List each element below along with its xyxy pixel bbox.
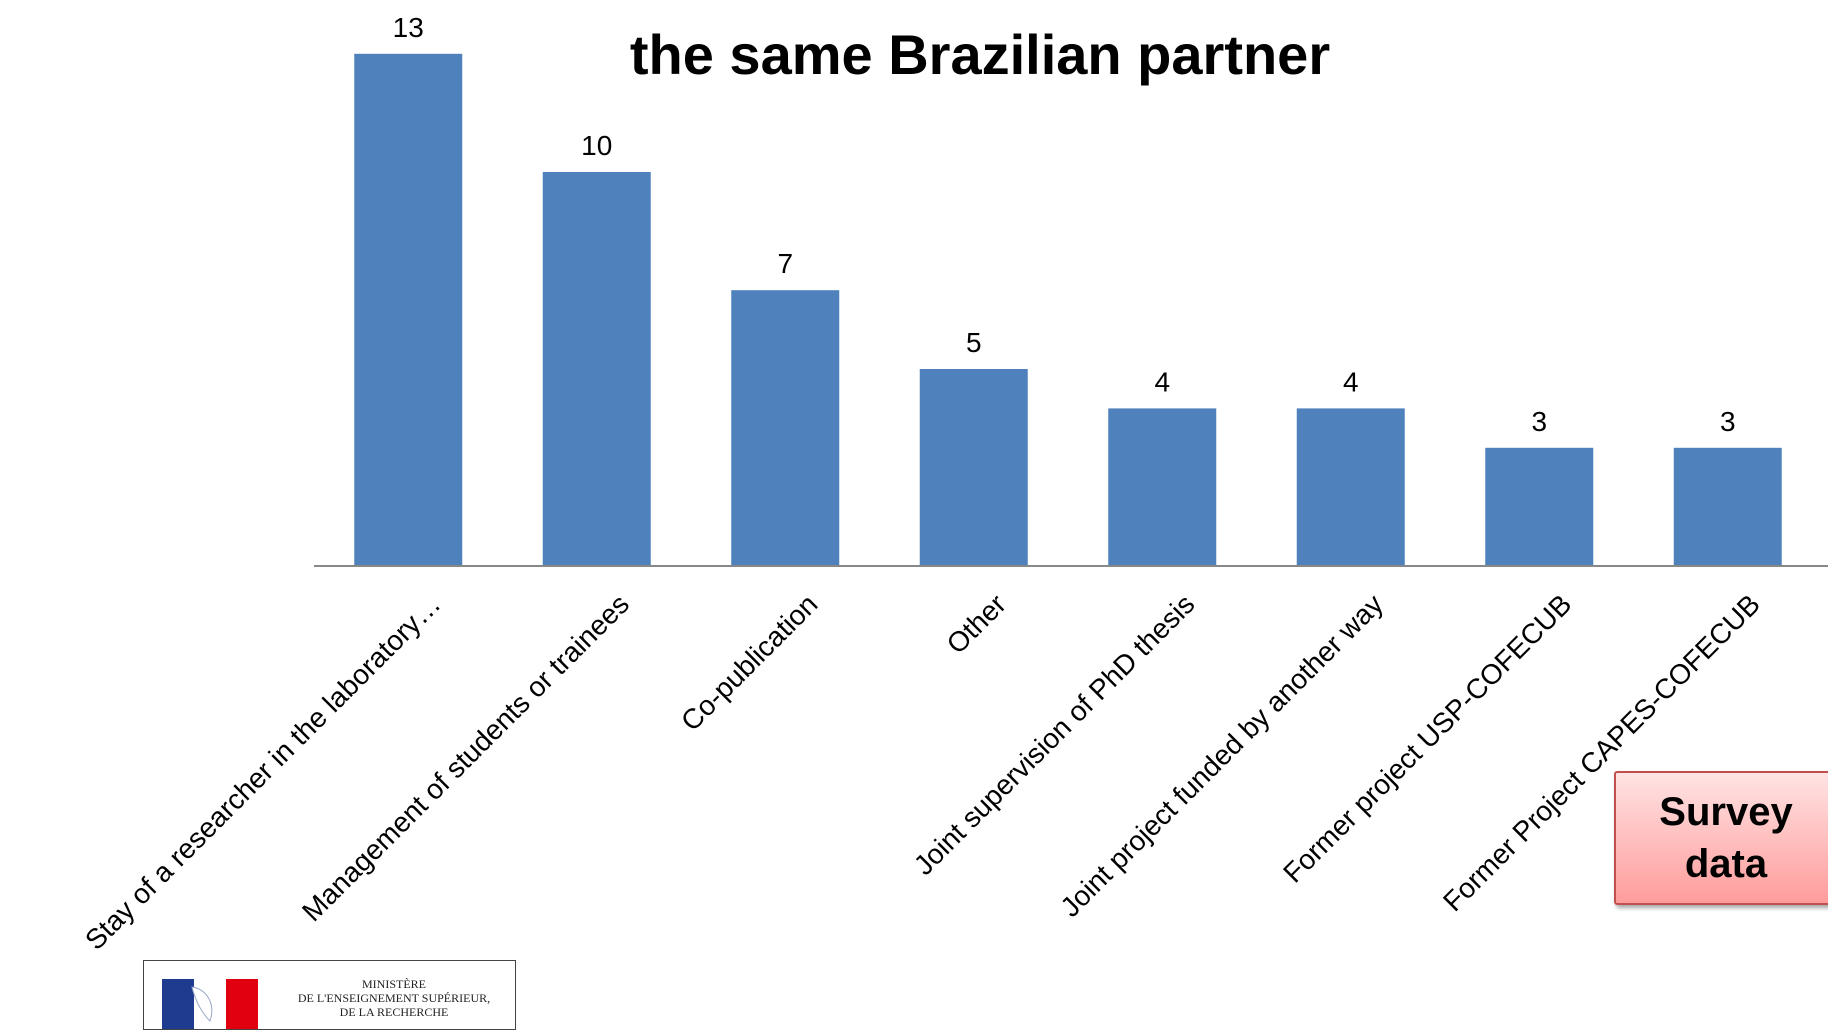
bars-layer [354, 53, 1782, 567]
ministry-logo: MINISTÈRE DE L'ENSEIGNEMENT SUPÉRIEUR, D… [143, 960, 516, 1030]
value-label-7: 3 [1531, 406, 1547, 437]
value-label-5: 4 [1154, 366, 1170, 397]
bar-1 [354, 53, 463, 567]
value-label-6: 4 [1343, 366, 1359, 397]
bar-2 [542, 172, 651, 566]
category-label-3: Co-publication [675, 588, 823, 736]
category-labels-layer: Stay of a researcher in the laboratory…M… [79, 588, 1766, 955]
value-label-1: 13 [393, 12, 424, 43]
category-label-6: Joint project funded by another way [1054, 588, 1389, 923]
value-label-2: 10 [581, 130, 612, 161]
category-label-2: Management of students or trainees [296, 588, 635, 927]
value-label-3: 7 [777, 248, 793, 279]
category-label-1: Stay of a researcher in the laboratory… [79, 588, 446, 955]
bar-4 [919, 369, 1028, 566]
chart-title: the same Brazilian partner [629, 23, 1331, 86]
marianne-logo-icon [162, 979, 258, 1029]
value-label-8: 3 [1720, 406, 1736, 437]
bar-8 [1673, 447, 1782, 566]
survey-data-text: Survey data [1659, 790, 1793, 886]
bar-6 [1296, 408, 1405, 566]
value-labels-layer: 13 10 7 5 4 4 3 3 [393, 12, 1736, 437]
bar-5 [1108, 408, 1217, 566]
survey-data-callout: Survey data [1614, 771, 1828, 905]
category-label-4: Other [941, 588, 1012, 659]
bar-3 [731, 290, 840, 566]
ministry-logo-text: MINISTÈRE DE L'ENSEIGNEMENT SUPÉRIEUR, D… [297, 977, 491, 1019]
bar-7 [1485, 447, 1594, 566]
value-label-4: 5 [966, 327, 982, 358]
